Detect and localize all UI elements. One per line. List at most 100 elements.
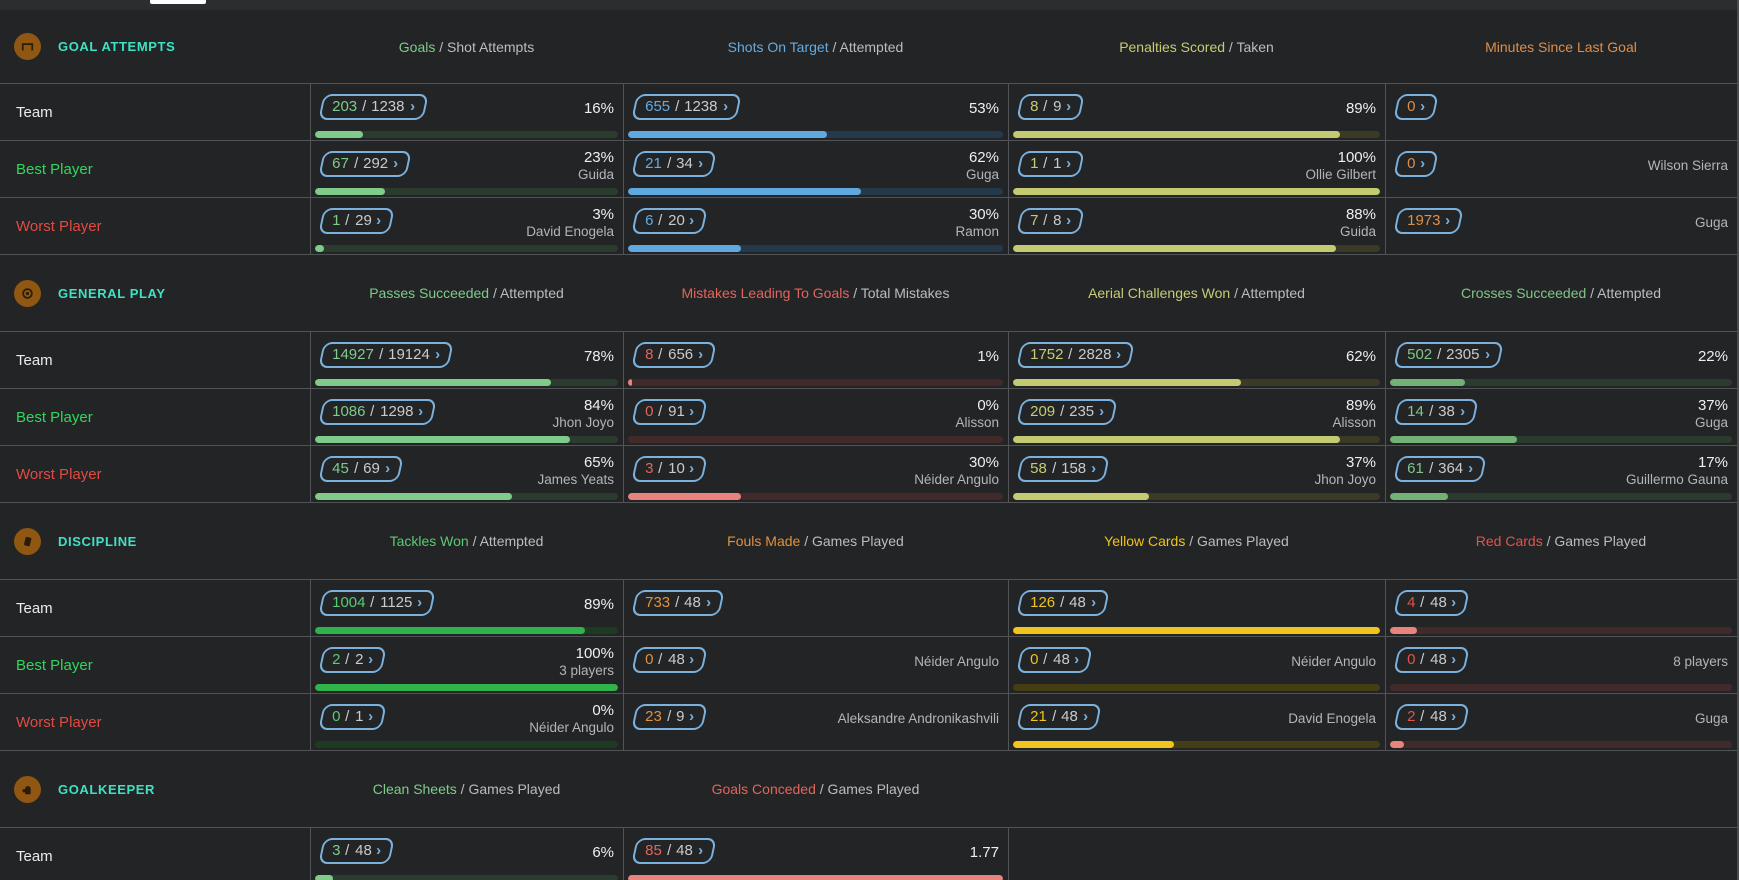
stat-pill[interactable]: 209/235 › bbox=[1016, 399, 1118, 425]
stat-pill[interactable]: 21/34 › bbox=[631, 151, 717, 177]
stat-pill[interactable]: 1/1 › bbox=[1016, 151, 1085, 177]
stat-pill[interactable]: 502/2305 › bbox=[1393, 342, 1504, 368]
column-header-suffix: / Games Played bbox=[800, 533, 904, 549]
chevron-right-icon: › bbox=[689, 403, 695, 420]
stat-pill[interactable]: 1004/1125 › bbox=[318, 590, 436, 616]
stat-pill[interactable]: 0 › bbox=[1393, 94, 1440, 120]
progress-bar-fill bbox=[1390, 627, 1418, 634]
progress-bar-fill bbox=[315, 245, 325, 252]
stat-pill[interactable]: 203/1238 › bbox=[318, 94, 429, 120]
stat-pill[interactable]: 14927/19124 › bbox=[318, 342, 454, 368]
stat-pill[interactable]: 1086/1298 › bbox=[318, 399, 437, 425]
stat-pill[interactable]: 8/9 › bbox=[1016, 94, 1085, 120]
chevron-right-icon: › bbox=[434, 346, 440, 363]
stat-cell: 8/9 › 89% bbox=[1008, 84, 1385, 140]
chevron-right-icon: › bbox=[1116, 346, 1122, 363]
stat-pill[interactable]: 6/20 › bbox=[631, 208, 708, 234]
player-name: Guida bbox=[577, 166, 614, 182]
column-divider bbox=[623, 331, 624, 502]
stat-value: 8 bbox=[645, 346, 654, 363]
column-header-suffix: / Shot Attempts bbox=[435, 38, 535, 55]
stat-pill[interactable]: 0/1 › bbox=[318, 704, 387, 730]
stat-pill[interactable]: 58/158 › bbox=[1016, 456, 1110, 482]
stat-pill[interactable]: 126/48 › bbox=[1016, 590, 1110, 616]
stat-pill[interactable]: 45/69 › bbox=[318, 456, 404, 482]
stat-cell: 655/1238 › 53% bbox=[623, 84, 1008, 140]
column-header-stat: Crosses Succeeded bbox=[1460, 285, 1587, 301]
progress-bar bbox=[315, 379, 618, 386]
column-header: Passes Succeeded / Attempted bbox=[310, 285, 623, 301]
chevron-right-icon: › bbox=[1065, 155, 1071, 172]
stat-pill[interactable]: 23/9 › bbox=[631, 704, 708, 730]
stat-pill[interactable]: 61/364 › bbox=[1393, 456, 1487, 482]
stat-pill[interactable]: 0/48 › bbox=[1393, 647, 1470, 673]
progress-bar-fill bbox=[315, 436, 570, 443]
stat-pill[interactable]: 1973 › bbox=[1393, 208, 1465, 234]
stat-pill[interactable]: 8/656 › bbox=[631, 342, 717, 368]
column-header-suffix: / Attempted bbox=[468, 533, 544, 549]
stat-pill[interactable]: 655/1238 › bbox=[631, 94, 742, 120]
stat-value: 2 bbox=[332, 651, 341, 668]
stat-total: 48 bbox=[1069, 594, 1086, 611]
percent-value: 84% bbox=[583, 396, 614, 414]
stat-pill[interactable]: 3/10 › bbox=[631, 456, 708, 482]
stat-cell: 85/48 › 1.77 bbox=[623, 828, 1008, 880]
stat-separator: / bbox=[666, 155, 671, 172]
progress-bar bbox=[315, 131, 618, 138]
column-divider bbox=[310, 579, 311, 750]
column-divider bbox=[310, 827, 311, 880]
stat-pill[interactable]: 1/29 › bbox=[318, 208, 395, 234]
column-divider bbox=[1008, 331, 1009, 502]
stat-pill[interactable]: 733/48 › bbox=[631, 590, 725, 616]
stat-pill[interactable]: 3/48 › bbox=[318, 838, 395, 864]
stat-pill[interactable]: 67/292 › bbox=[318, 151, 412, 177]
stat-pill[interactable]: 0/48 › bbox=[631, 647, 708, 673]
stat-pill[interactable]: 0/91 › bbox=[631, 399, 708, 425]
stat-pill[interactable]: 14/38 › bbox=[1393, 399, 1479, 425]
stat-pill[interactable]: 0/48 › bbox=[1016, 647, 1093, 673]
section-title: GOAL ATTEMPTS bbox=[58, 39, 176, 54]
percent-value: 37% bbox=[1697, 396, 1728, 414]
table-row: Best Player 67/292 › 23% Guida 21/34 › 62% Guga 1… bbox=[0, 140, 1737, 197]
stat-total: 48 bbox=[1052, 651, 1070, 668]
stat-total: 48 bbox=[354, 842, 372, 859]
goal-net-icon bbox=[14, 33, 41, 60]
progress-bar bbox=[1390, 741, 1732, 748]
stat-value: 3 bbox=[645, 460, 654, 477]
stat-cell: 4/48 › bbox=[1385, 580, 1737, 636]
progress-bar bbox=[315, 627, 618, 634]
chevron-right-icon: › bbox=[697, 346, 703, 363]
stat-pill[interactable]: 21/48 › bbox=[1016, 704, 1102, 730]
active-tab-indicator[interactable] bbox=[150, 0, 206, 4]
percent-value: 88% bbox=[1345, 205, 1376, 223]
column-divider bbox=[1385, 83, 1386, 254]
section-general-play: GENERAL PLAY Passes Succeeded / Attempted… bbox=[0, 255, 1737, 503]
stat-pill[interactable]: 1752/2828 › bbox=[1016, 342, 1135, 368]
stat-pill[interactable]: 4/48 › bbox=[1393, 590, 1470, 616]
stat-total: 2 bbox=[354, 651, 363, 668]
stat-pill[interactable]: 0 › bbox=[1393, 151, 1440, 177]
progress-bar bbox=[1390, 493, 1732, 500]
progress-bar bbox=[628, 875, 1003, 880]
chevron-right-icon: › bbox=[1451, 594, 1457, 611]
stat-pill[interactable]: 7/8 › bbox=[1016, 208, 1085, 234]
progress-bar bbox=[1013, 493, 1380, 500]
player-name: David Enogela bbox=[526, 223, 614, 239]
row-label: Team bbox=[16, 847, 53, 865]
stat-separator: / bbox=[1060, 594, 1065, 611]
stat-cell: 1752/2828 › 62% bbox=[1008, 332, 1385, 388]
stat-pill[interactable]: 2/2 › bbox=[318, 647, 387, 673]
stat-separator: / bbox=[1043, 212, 1048, 229]
stat-value: 0 bbox=[332, 708, 341, 725]
column-header-suffix: / Games Played bbox=[1185, 533, 1289, 549]
percent-value: 89% bbox=[1345, 396, 1376, 414]
section-discipline: DISCIPLINE Tackles Won / Attempted Fouls M… bbox=[0, 503, 1737, 751]
stat-pill[interactable]: 85/48 › bbox=[631, 838, 717, 864]
stat-pill[interactable]: 2/48 › bbox=[1393, 704, 1470, 730]
column-header-stat: Aerial Challenges Won bbox=[1088, 285, 1231, 301]
table-row: Team 3/48 › 6% 85/48 › 1.77 bbox=[0, 827, 1737, 880]
row-label: Team bbox=[16, 351, 53, 369]
stat-cell: 67/292 › 23% Guida bbox=[310, 141, 623, 197]
stat-cell: 14/38 › 37% Guga bbox=[1385, 389, 1737, 445]
chevron-right-icon: › bbox=[705, 594, 711, 611]
